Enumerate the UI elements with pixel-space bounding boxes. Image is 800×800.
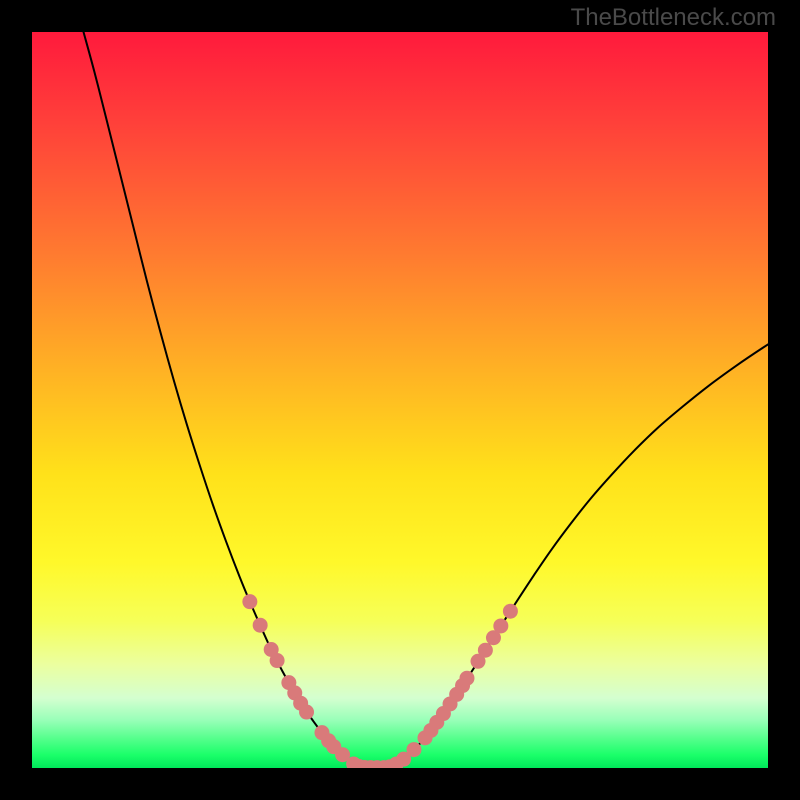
plot-frame <box>30 30 770 770</box>
watermark-text: TheBottleneck.com <box>571 4 776 32</box>
